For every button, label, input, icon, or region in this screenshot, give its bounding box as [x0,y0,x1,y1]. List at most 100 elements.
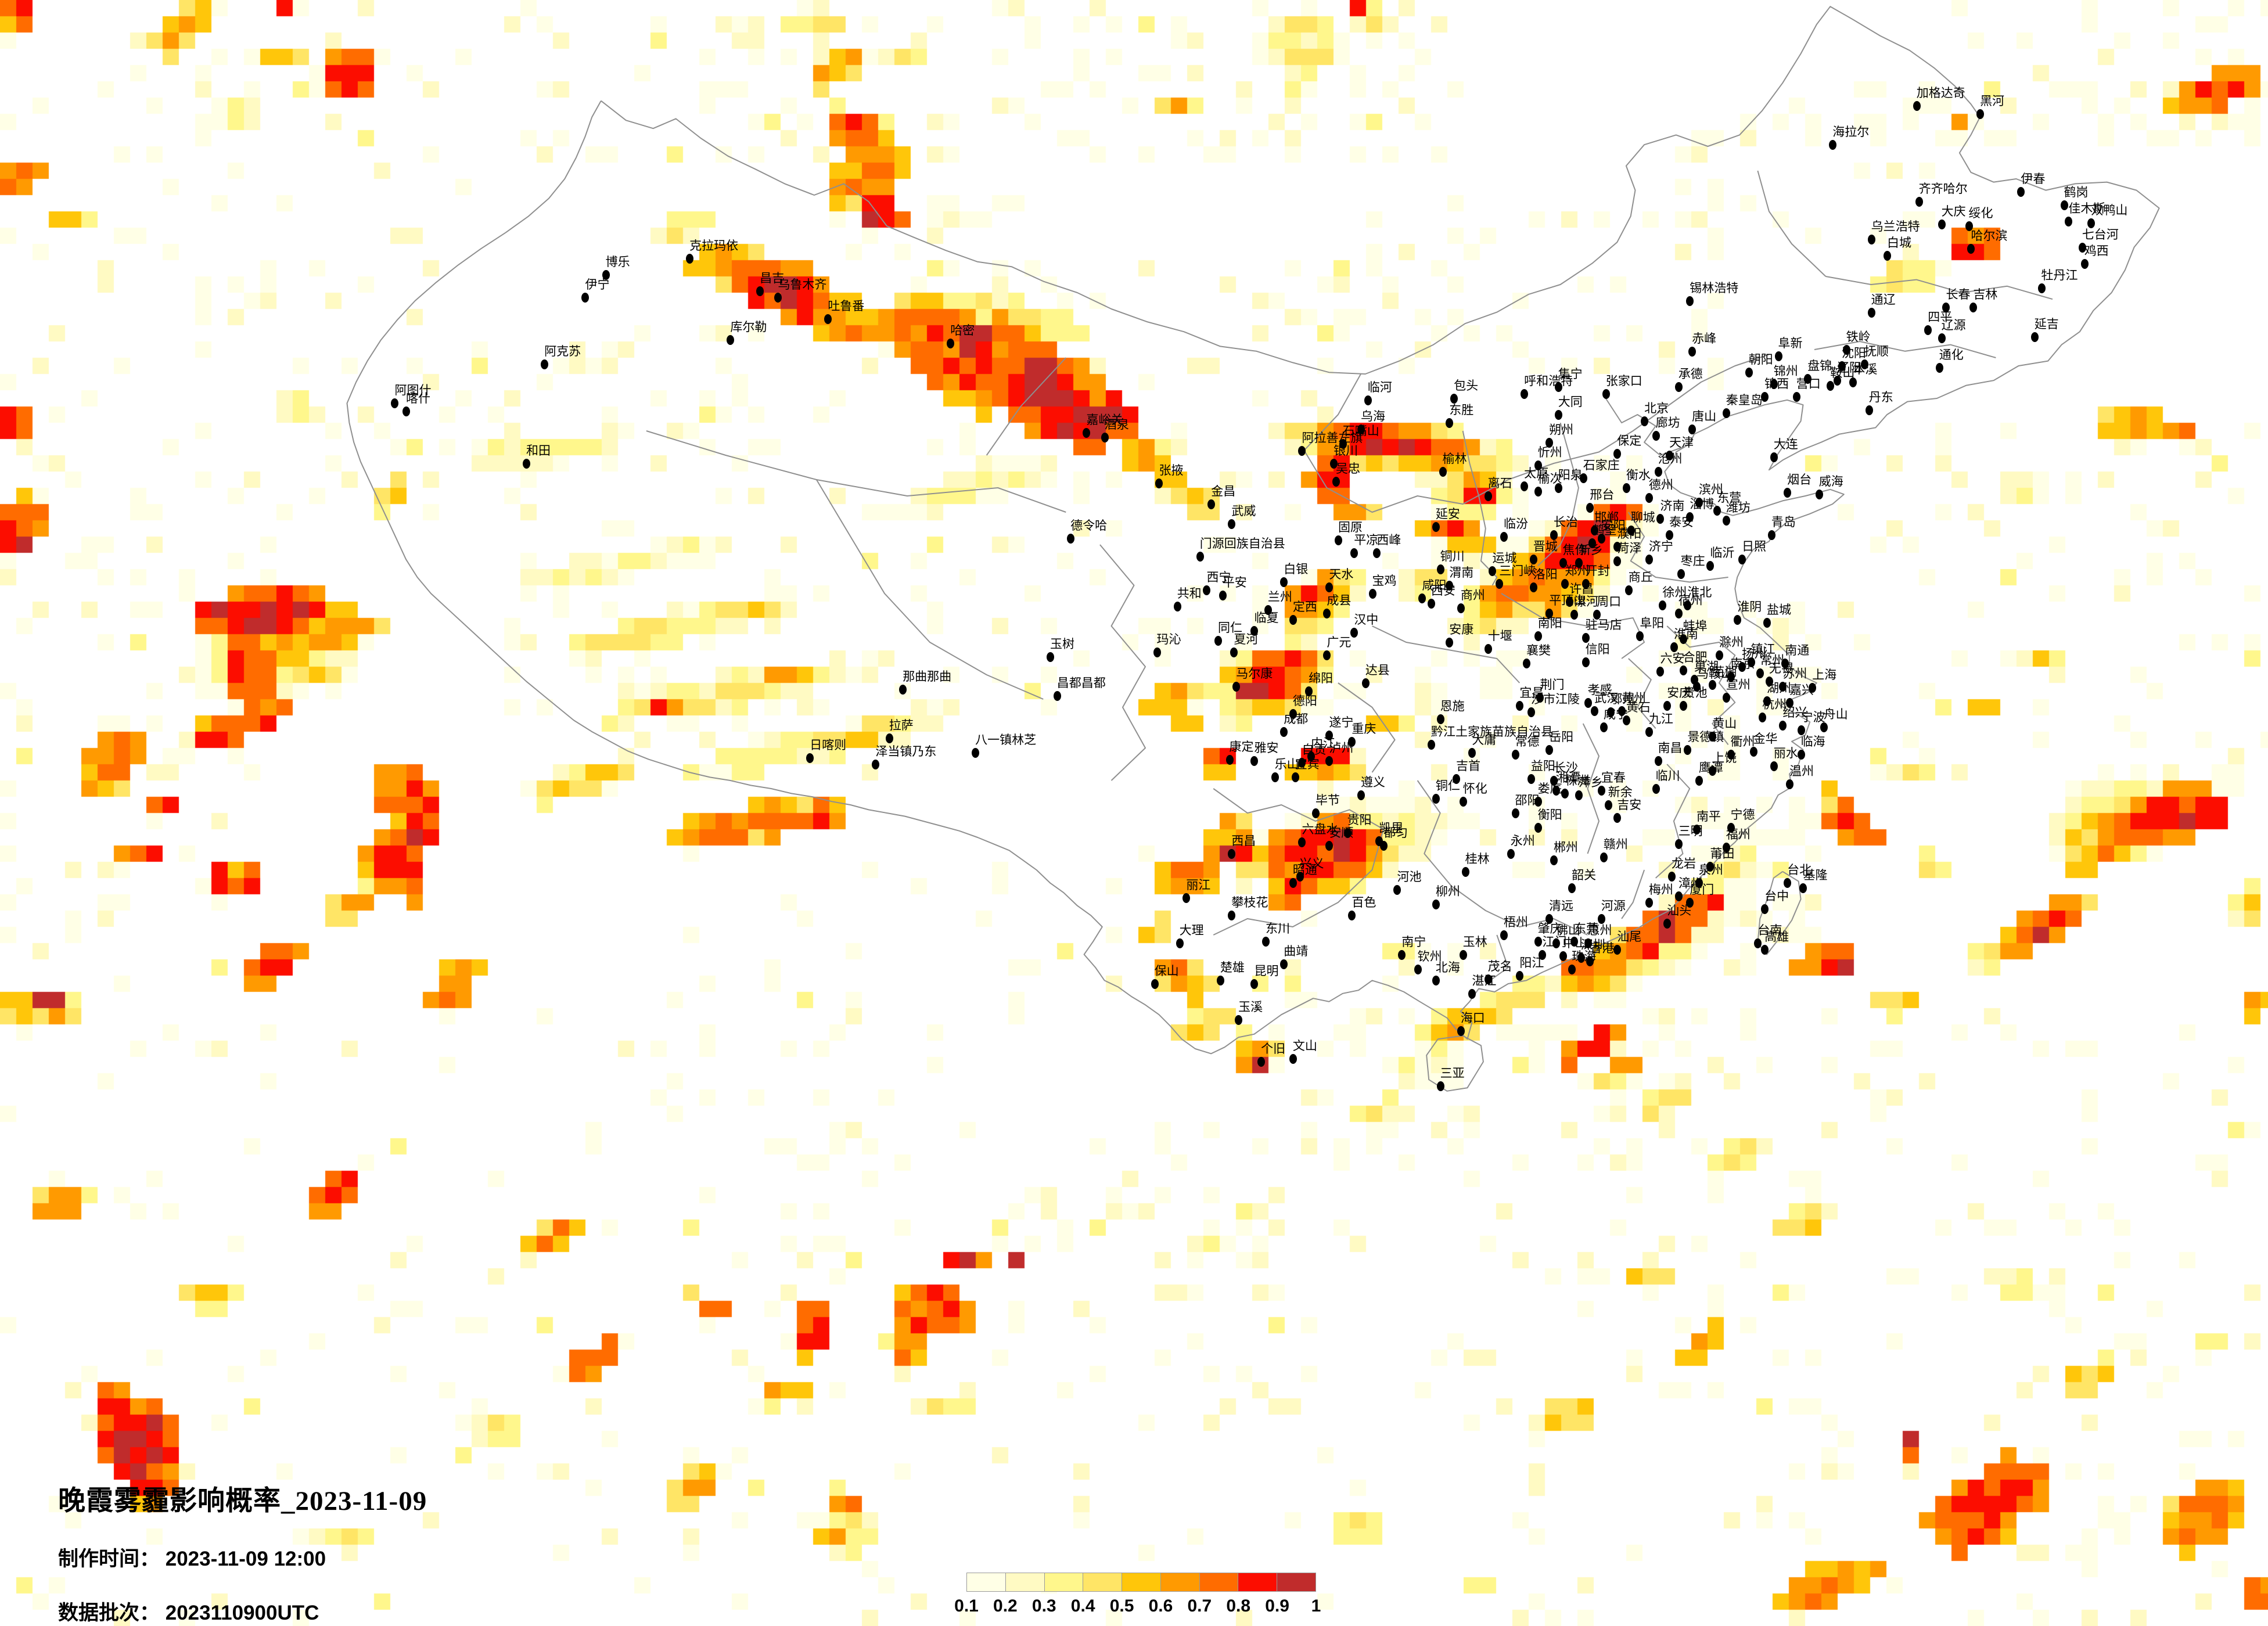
city-dot [1738,555,1746,565]
city-label: 三明 [1678,825,1703,839]
city-dot [1645,898,1653,908]
city-label: 莆田 [1710,847,1735,861]
city-label: 日喀则 [810,738,847,752]
city-dot [1913,101,1921,111]
city-dot [1357,425,1365,435]
city-label: 德阳 [1292,695,1317,708]
city-dot [1500,532,1508,542]
city-label: 武威 [1231,504,1256,518]
city-dot [1484,644,1492,654]
city-dot [1461,866,1469,877]
city-label: 六安 [1660,652,1685,666]
city-dot [1792,392,1800,402]
city-label: 东莞 [1574,922,1599,936]
city-label: 乌鲁木齐 [778,278,827,292]
city-dot [1439,467,1447,477]
city-dot [1797,725,1805,736]
city-dot [1597,785,1605,796]
city-dot [947,338,955,348]
city-dot [1722,408,1730,419]
city-label: 成都 [1284,713,1309,726]
city-label: 雅安 [1254,742,1279,756]
city-dot [1591,525,1599,535]
city-dot [1225,754,1234,765]
city-label: 大理 [1179,924,1204,937]
city-label: 重庆 [1352,722,1376,736]
city-dot [1767,530,1775,541]
city-label: 榆林 [1442,452,1467,466]
city-dot [1534,486,1542,497]
city-dot [1679,701,1687,711]
city-dot [1446,638,1454,647]
city-label: 赤峰 [1692,332,1717,346]
city-label: 银川 [1334,444,1358,458]
city-dot [1645,727,1653,737]
city-label: 江门 [1542,935,1567,949]
city-label: 温州 [1789,764,1814,778]
city-label: 海拉尔 [1832,125,1870,139]
legend-label-0.4: 0.4 [1070,1596,1095,1616]
city-label: 铁岭 [1846,330,1871,344]
city-label: 通辽 [1871,293,1896,307]
city-dot [806,753,814,763]
city-dot [1804,374,1812,384]
city-label: 河池 [1397,870,1422,884]
province-boundary-3 [1303,354,1770,513]
city-dot [1507,849,1515,859]
city-label: 南阳 [1537,616,1562,630]
city-label: 孝感 [1587,683,1612,697]
city-dot [1280,577,1288,588]
city-label: 八一镇林芝 [975,733,1037,747]
city-label: 常德 [1515,735,1540,749]
city-dot [1552,938,1560,948]
city-label: 铜仁 [1435,779,1460,793]
city-dot [686,254,694,264]
city-dot [1774,351,1782,362]
city-label: 河源 [1601,900,1626,913]
city-dot [1261,937,1270,947]
city-dot [1679,665,1687,675]
city-dot [1761,392,1769,402]
city-dot [1436,1081,1444,1092]
city-label: 天水 [1329,567,1354,581]
city-label: 门源回族自治县 [1199,537,1285,551]
city-label: 汉中 [1354,613,1379,627]
city-label: 四平 [1928,311,1953,325]
province-boundary-19 [815,479,1044,700]
city-label: 延安 [1435,508,1460,521]
city-label: 台南 [1757,924,1782,937]
city-dot [1235,1015,1243,1025]
city-dot [1695,498,1703,508]
city-dot [1586,956,1594,966]
city-label: 包头 [1454,379,1479,393]
city-label: 太原 [1524,467,1549,481]
city-label: 西峰 [1376,534,1401,547]
city-dot [1759,712,1767,722]
city-dot [1534,631,1542,641]
city-label: 玛沁 [1156,632,1181,646]
province-boundary-7 [1627,512,1728,583]
city-label: 西昌 [1231,834,1256,848]
city-dot [1584,697,1592,708]
city-label: 昆明 [1254,965,1279,978]
city-label: 吐鲁番 [828,299,865,313]
city-label: 平安 [1222,575,1247,589]
city-dot [1343,828,1352,838]
city-label: 青岛 [1771,516,1796,530]
city-label: 高雄 [1764,930,1789,944]
city-dot [602,270,610,280]
city-dot [1747,657,1755,667]
data-batch-label: 数据批次： [58,1602,160,1624]
city-dot [1101,433,1109,443]
city-label: 晋城 [1533,540,1558,554]
city-dot [1232,681,1241,692]
city-dot [1935,362,1943,373]
city-label: 邵阳 [1515,794,1540,807]
city-dot [1613,813,1622,823]
city-dot [1684,744,1692,755]
city-dot [1332,476,1340,487]
city-label: 清远 [1549,900,1574,913]
city-label: 衢州 [1730,735,1755,749]
city-label: 六盘水 [1302,823,1339,837]
